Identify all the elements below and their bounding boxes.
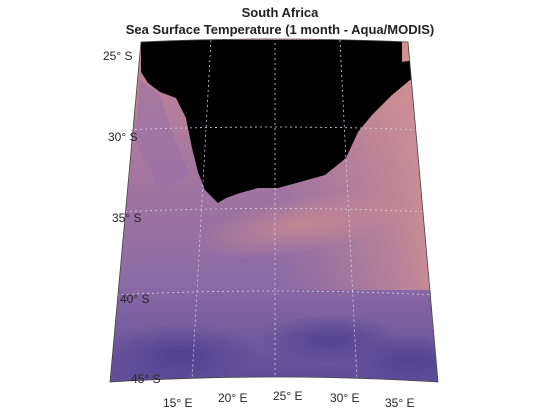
map-subtitle: Sea Surface Temperature (1 month - Aqua/…	[125, 22, 435, 37]
map-title: South Africa	[241, 5, 319, 20]
lon-label-15e: 15° E	[163, 396, 192, 410]
lat-label-45s: 45° S	[131, 372, 160, 386]
land-mass	[141, 40, 425, 203]
lat-label-30s: 30° S	[108, 130, 137, 144]
lat-label-25s: 25° S	[103, 49, 132, 63]
lat-label-40s: 40° S	[120, 292, 149, 306]
lat-label-35s: 35° S	[112, 211, 141, 225]
lon-label-20e: 20° E	[218, 391, 247, 405]
sst-field	[110, 39, 438, 382]
map-frame	[109, 38, 439, 383]
lon-label-25e: 25° E	[273, 389, 302, 403]
latitude-gridlines	[111, 126, 435, 296]
longitude-gridlines	[191, 39, 358, 381]
lon-label-30e: 30° E	[330, 391, 359, 405]
lon-label-35e: 35° E	[385, 396, 414, 410]
